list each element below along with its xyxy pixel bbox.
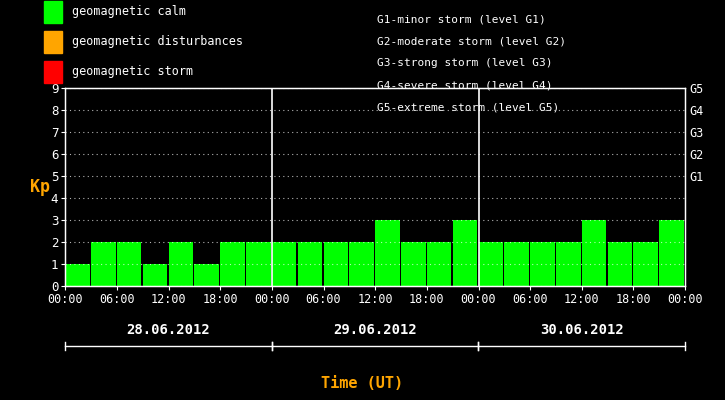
Bar bbox=[65, 264, 90, 286]
Bar bbox=[530, 242, 555, 286]
Text: geomagnetic calm: geomagnetic calm bbox=[72, 6, 186, 18]
Text: 29.06.2012: 29.06.2012 bbox=[334, 323, 417, 337]
Text: 30.06.2012: 30.06.2012 bbox=[540, 323, 624, 337]
Text: geomagnetic disturbances: geomagnetic disturbances bbox=[72, 36, 244, 48]
Bar bbox=[478, 242, 503, 286]
Bar bbox=[168, 242, 193, 286]
Text: G5-extreme storm (level G5): G5-extreme storm (level G5) bbox=[377, 102, 559, 112]
Bar bbox=[401, 242, 426, 286]
Bar bbox=[452, 220, 477, 286]
Bar bbox=[349, 242, 374, 286]
Bar bbox=[634, 242, 658, 286]
Y-axis label: Kp: Kp bbox=[30, 178, 50, 196]
Bar bbox=[659, 220, 684, 286]
Bar bbox=[323, 242, 348, 286]
Text: 28.06.2012: 28.06.2012 bbox=[127, 323, 210, 337]
Bar bbox=[608, 242, 632, 286]
Text: G2-moderate storm (level G2): G2-moderate storm (level G2) bbox=[377, 36, 566, 46]
Bar bbox=[117, 242, 141, 286]
Text: G3-strong storm (level G3): G3-strong storm (level G3) bbox=[377, 58, 552, 68]
Bar bbox=[298, 242, 322, 286]
Bar bbox=[427, 242, 452, 286]
Bar bbox=[272, 242, 297, 286]
Bar bbox=[505, 242, 529, 286]
Text: Time (UT): Time (UT) bbox=[321, 376, 404, 392]
Bar bbox=[143, 264, 167, 286]
Bar bbox=[246, 242, 270, 286]
Bar bbox=[91, 242, 115, 286]
Text: G1-minor storm (level G1): G1-minor storm (level G1) bbox=[377, 14, 546, 24]
Text: G4-severe storm (level G4): G4-severe storm (level G4) bbox=[377, 80, 552, 90]
Bar bbox=[194, 264, 219, 286]
Text: geomagnetic storm: geomagnetic storm bbox=[72, 66, 194, 78]
Bar bbox=[581, 220, 606, 286]
Bar bbox=[220, 242, 245, 286]
Bar bbox=[556, 242, 581, 286]
Bar bbox=[376, 220, 399, 286]
